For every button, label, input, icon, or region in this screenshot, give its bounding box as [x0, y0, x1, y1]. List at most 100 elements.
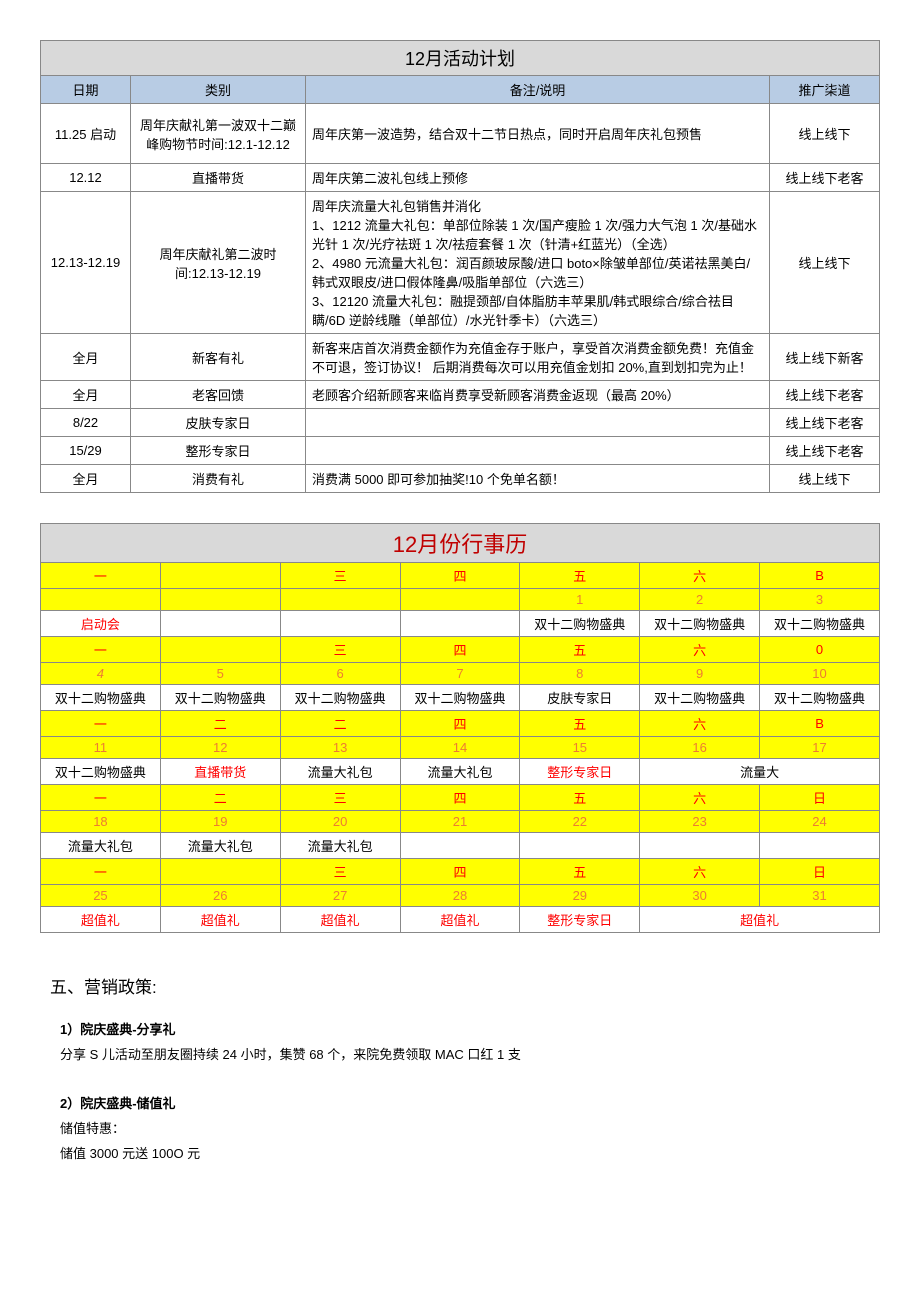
- cal-date-row: 45678910: [41, 663, 880, 685]
- cal-day-cell: 二: [160, 785, 280, 811]
- cal-day-cell: 三: [280, 563, 400, 589]
- cal-date-row: 25262728293031: [41, 885, 880, 907]
- plan-cell-date: 全月: [41, 465, 131, 493]
- plan-cell-note: 周年庆流量大礼包销售并消化1、1212 流量大礼包：单部位除装 1 次/国产瘦脸…: [306, 192, 770, 334]
- plan-cell-note: 周年庆第一波造势，结合双十二节日热点，同时开启周年庆礼包预售: [306, 104, 770, 164]
- cal-day-cell: 二: [160, 711, 280, 737]
- cal-date-cell: 20: [280, 811, 400, 833]
- cal-day-cell: 五: [520, 859, 640, 885]
- cal-date-cell: 14: [400, 737, 520, 759]
- plan-cell-cat: 老客回馈: [131, 381, 306, 409]
- cal-day-cell: 四: [400, 563, 520, 589]
- cal-event-cell: 超值礼: [280, 907, 400, 933]
- cal-day-cell: B: [760, 711, 880, 737]
- cal-day-row: 一 三四五六B: [41, 563, 880, 589]
- cal-day-cell: 六: [640, 711, 760, 737]
- cal-date-cell: 4: [41, 663, 161, 685]
- cal-date-row: 123: [41, 589, 880, 611]
- plan-h-cat: 类别: [131, 76, 306, 104]
- cal-date-cell: 11: [41, 737, 161, 759]
- cal-date-cell: 31: [760, 885, 880, 907]
- cal-date-cell: 21: [400, 811, 520, 833]
- plan-row: 全月新客有礼新客来店首次消费金额作为充值金存于账户，享受首次消费金额免费！充值金…: [41, 334, 880, 381]
- plan-cell-cat: 周年庆献礼第二波时间:12.13-12.19: [131, 192, 306, 334]
- cal-day-cell: 一: [41, 563, 161, 589]
- cal-day-cell: 四: [400, 637, 520, 663]
- policy-line: 储值 3000 元送 100O 元: [60, 1142, 880, 1167]
- cal-day-cell: [160, 859, 280, 885]
- policy-title: 2）院庆盛典-储值礼: [60, 1092, 880, 1117]
- cal-day-cell: 六: [640, 563, 760, 589]
- cal-day-cell: B: [760, 563, 880, 589]
- cal-date-cell: 26: [160, 885, 280, 907]
- cal-event-cell: 流量大礼包: [400, 759, 520, 785]
- cal-event-cell: 双十二购物盛典: [41, 685, 161, 711]
- cal-day-cell: 五: [520, 563, 640, 589]
- cal-day-cell: 三: [280, 859, 400, 885]
- cal-event-cell: 双十二购物盛典: [280, 685, 400, 711]
- plan-cell-channel: 线上线下: [770, 104, 880, 164]
- cal-date-row: 18192021222324: [41, 811, 880, 833]
- cal-date-cell: 13: [280, 737, 400, 759]
- cal-event-row: 流量大礼包流量大礼包流量大礼包: [41, 833, 880, 859]
- cal-date-cell: 10: [760, 663, 880, 685]
- cal-date-row: 11121314151617: [41, 737, 880, 759]
- plan-row: 全月老客回馈老顾客介绍新顾客来临肖费享受新顾客消费金返现（最高 20%）线上线下…: [41, 381, 880, 409]
- cal-day-cell: 三: [280, 637, 400, 663]
- cal-date-cell: 15: [520, 737, 640, 759]
- cal-event-cell: [760, 833, 880, 859]
- cal-day-cell: 四: [400, 711, 520, 737]
- plan-header-row: 日期 类别 备注/说明 推广柒道: [41, 76, 880, 104]
- cal-event-cell: [520, 833, 640, 859]
- plan-h-note: 备注/说明: [306, 76, 770, 104]
- plan-cell-note: 老顾客介绍新顾客来临肖费享受新顾客消费金返现（最高 20%）: [306, 381, 770, 409]
- plan-h-channel: 推广柒道: [770, 76, 880, 104]
- plan-cell-channel: 线上线下: [770, 192, 880, 334]
- cal-event-cell: 直播带货: [160, 759, 280, 785]
- calendar-table: 12月份行事历 一三四五六B123启动会双十二购物盛典双十二购物盛典双十二购物盛…: [40, 523, 880, 933]
- cal-day-cell: 一: [41, 637, 161, 663]
- plan-cell-channel: 线上线下新客: [770, 334, 880, 381]
- cal-date-cell: 24: [760, 811, 880, 833]
- cal-day-row: 一二三四五六日: [41, 785, 880, 811]
- plan-cell-date: 全月: [41, 381, 131, 409]
- plan-cell-channel: 线上线下老客: [770, 409, 880, 437]
- activity-plan-table: 12月活动计划 日期 类别 备注/说明 推广柒道 11.25 启动周年庆献礼第一…: [40, 40, 880, 493]
- cal-date-cell: 29: [520, 885, 640, 907]
- cal-event-cell: 流量大礼包: [280, 759, 400, 785]
- plan-row: 12.13-12.19周年庆献礼第二波时间:12.13-12.19周年庆流量大礼…: [41, 192, 880, 334]
- cal-date-cell: 16: [640, 737, 760, 759]
- cal-event-cell: 流量大礼包: [160, 833, 280, 859]
- cal-date-cell: 18: [41, 811, 161, 833]
- cal-event-cell: 超值礼: [41, 907, 161, 933]
- plan-cell-note: [306, 409, 770, 437]
- cal-event-cell: 超值礼: [640, 907, 880, 933]
- cal-day-cell: 三: [280, 785, 400, 811]
- cal-date-cell: 2: [640, 589, 760, 611]
- cal-day-cell: 二: [280, 711, 400, 737]
- plan-h-date: 日期: [41, 76, 131, 104]
- plan-row: 11.25 启动周年庆献礼第一波双十二巅峰购物节时间:12.1-12.12周年庆…: [41, 104, 880, 164]
- plan-row: 全月消费有礼消费满 5000 即可参加抽奖!10 个免单名额！线上线下: [41, 465, 880, 493]
- cal-event-cell: 流量大礼包: [280, 833, 400, 859]
- plan-cell-note: 周年庆第二波礼包线上预修: [306, 164, 770, 192]
- cal-event-row: 超值礼超值礼超值礼超值礼整形专家日超值礼: [41, 907, 880, 933]
- plan-cell-date: 12.12: [41, 164, 131, 192]
- cal-date-cell: 28: [400, 885, 520, 907]
- cal-date-cell: 5: [160, 663, 280, 685]
- cal-date-cell: 7: [400, 663, 520, 685]
- plan-cell-channel: 线上线下: [770, 465, 880, 493]
- policy-line: 分享 S 儿活动至朋友圈持续 24 小时，集赞 68 个，来院免费领取 MAC …: [60, 1043, 880, 1068]
- cal-event-cell: [400, 833, 520, 859]
- cal-event-cell: 双十二购物盛典: [41, 759, 161, 785]
- cal-day-row: 一三四五六0: [41, 637, 880, 663]
- plan-cell-date: 11.25 启动: [41, 104, 131, 164]
- cal-event-cell: 双十二购物盛典: [160, 685, 280, 711]
- cal-date-cell: [160, 589, 280, 611]
- cal-date-cell: 25: [41, 885, 161, 907]
- cal-date-cell: [280, 589, 400, 611]
- cal-event-cell: 超值礼: [400, 907, 520, 933]
- cal-day-row: 一二二四五六B: [41, 711, 880, 737]
- plan-cell-note: 新客来店首次消费金额作为充值金存于账户，享受首次消费金额免费！充值金不可退，签订…: [306, 334, 770, 381]
- cal-event-row: 启动会双十二购物盛典双十二购物盛典双十二购物盛典: [41, 611, 880, 637]
